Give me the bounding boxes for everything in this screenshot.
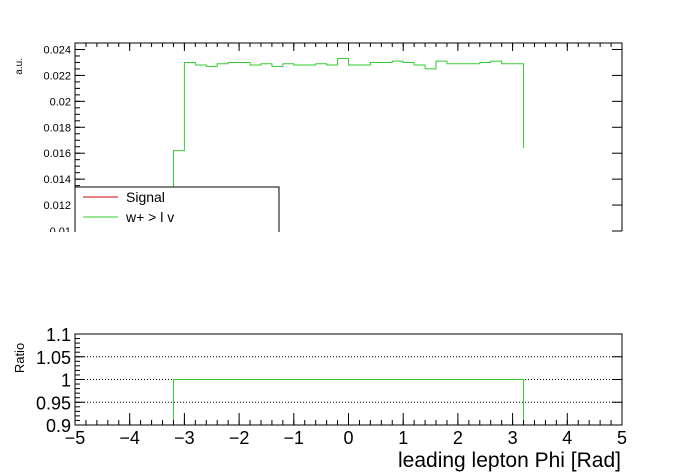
x-tick-label: 4 bbox=[562, 428, 572, 448]
legend-box bbox=[74, 186, 280, 236]
x-tick-label: −3 bbox=[174, 428, 195, 448]
ratio-y-axis: 0.9 0.951 1.05 1.1 bbox=[36, 325, 622, 436]
ratio-y-tick-label: 1 bbox=[61, 371, 71, 391]
x-tick-label: −5 bbox=[65, 428, 86, 448]
series-wplus-line bbox=[172, 58, 525, 231]
top-y-tick-label: 0.018 bbox=[43, 122, 71, 134]
top-y-tick-label: 0.016 bbox=[43, 148, 71, 160]
x-tick-label: −2 bbox=[229, 428, 250, 448]
ratio-y-tick-label: 1.1 bbox=[46, 325, 71, 345]
top-y-tick-label: 0.014 bbox=[43, 174, 71, 186]
legend-wplus-label: w+ > l v bbox=[125, 209, 174, 225]
x-tick-label: −1 bbox=[284, 428, 305, 448]
ratio-series-line bbox=[172, 379, 525, 425]
top-y-tick-label: 0.024 bbox=[43, 44, 71, 56]
ratio-y-tick-label: 1.05 bbox=[36, 348, 71, 368]
x-tick-label: 0 bbox=[343, 428, 353, 448]
x-axis: −5 −4 −3 −2 −1 0 1 2 3 4 5 bbox=[65, 43, 627, 448]
top-y-axis-label: a.u. bbox=[14, 58, 25, 75]
x-tick-label: 2 bbox=[453, 428, 463, 448]
x-axis-label: leading lepton Phi [Rad] bbox=[398, 449, 621, 472]
top-y-tick-label: 0.012 bbox=[43, 200, 71, 212]
ratio-y-tick-label: 0.9 bbox=[46, 416, 71, 436]
top-y-tick-label: 0.022 bbox=[43, 70, 71, 82]
legend-signal-label: Signal bbox=[126, 189, 165, 205]
x-tick-label: 1 bbox=[398, 428, 408, 448]
x-tick-label: −4 bbox=[119, 428, 140, 448]
ratio-y-axis-label: Ratio bbox=[12, 343, 27, 373]
top-y-tick-label: 0.02 bbox=[50, 96, 71, 108]
x-tick-label: 3 bbox=[508, 428, 518, 448]
legend: Signal w+ > l v bbox=[74, 186, 280, 236]
top-histogram bbox=[172, 58, 525, 231]
x-tick-label: 5 bbox=[617, 428, 627, 448]
ratio-histogram bbox=[172, 379, 525, 425]
ratio-y-tick-label: 0.95 bbox=[36, 393, 71, 413]
